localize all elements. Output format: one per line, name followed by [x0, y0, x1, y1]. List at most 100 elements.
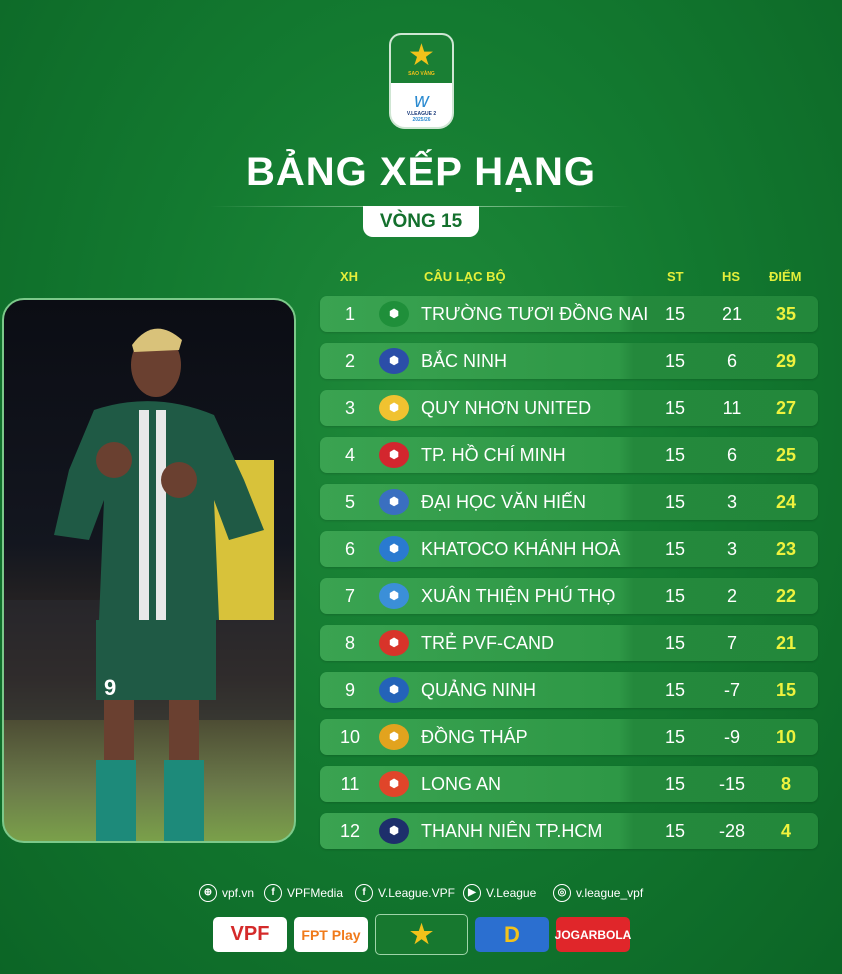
- page-title: BẢNG XẾP HẠNG: [245, 150, 597, 194]
- social-link[interactable]: f V.League.VPF: [355, 884, 455, 902]
- col-pos: XH: [340, 269, 359, 284]
- table-row: 11 ⬢ LONG AN 15 -15 8: [320, 766, 818, 802]
- social-label: vpf.vn: [222, 886, 255, 900]
- social-link[interactable]: f VPFMedia: [264, 884, 343, 902]
- club-name: TRẺ PVF-CAND: [421, 633, 555, 653]
- sponsor-logo: FPT Play: [294, 917, 368, 952]
- social-link[interactable]: ◎ v.league_vpf: [553, 884, 643, 902]
- club-name: KHATOCO KHÁNH HOÀ: [421, 539, 621, 559]
- star-icon: ★: [408, 38, 435, 72]
- club-crest-icon: ⬢: [379, 818, 409, 844]
- goal-difference: -9: [723, 727, 740, 747]
- goal-difference: 6: [726, 351, 737, 371]
- player-photo: 9: [2, 298, 296, 843]
- points: 10: [775, 727, 797, 747]
- goal-difference: -7: [723, 680, 740, 700]
- row-position: 11: [340, 774, 360, 794]
- col-club: CÂU LẠC BỘ: [424, 269, 506, 284]
- points: 4: [780, 821, 791, 841]
- played: 15: [664, 398, 686, 418]
- sponsor-logo: ★: [375, 914, 468, 955]
- sponsor-name: ★: [409, 919, 434, 949]
- club-crest-icon: ⬢: [379, 536, 409, 562]
- club-crest-icon: ⬢: [379, 630, 409, 656]
- row-position: 4: [344, 445, 355, 465]
- table-row: 8 ⬢ TRẺ PVF-CAND 15 7 21: [320, 625, 818, 661]
- facebook-icon: f: [264, 884, 282, 902]
- points: 35: [775, 304, 797, 324]
- points: 29: [775, 351, 797, 371]
- goal-difference: 3: [726, 539, 737, 559]
- club-name: XUÂN THIỆN PHÚ THỌ: [421, 586, 616, 606]
- points: 24: [775, 492, 797, 512]
- club-crest-icon: ⬢: [379, 395, 409, 421]
- sponsor-name: JOGARBOLA: [554, 927, 632, 942]
- sponsor-name: FPT Play: [301, 926, 361, 943]
- points: 22: [775, 586, 797, 606]
- club-name: THANH NIÊN TP.HCM: [421, 821, 603, 841]
- club-name: LONG AN: [421, 774, 502, 794]
- social-label: V.League: [486, 886, 537, 900]
- row-position: 6: [344, 539, 355, 559]
- row-position: 9: [344, 680, 355, 700]
- goal-difference: 3: [726, 492, 737, 512]
- club-crest-icon: ⬢: [379, 301, 409, 327]
- goal-difference: 6: [726, 445, 737, 465]
- sponsor-name: D: [504, 921, 520, 947]
- col-played: ST: [667, 269, 684, 284]
- sponsor-logo: VPF: [213, 917, 287, 952]
- goal-difference: -15: [718, 774, 745, 794]
- played: 15: [664, 351, 686, 371]
- vleague-icon: w: [414, 89, 429, 112]
- social-label: v.league_vpf: [576, 886, 644, 900]
- sponsor-logo: D: [475, 917, 549, 952]
- league-logo: ★ SAO VÀNG w V.LEAGUE 2 2025/26: [389, 33, 454, 129]
- row-position: 1: [344, 304, 355, 324]
- goal-difference: 21: [721, 304, 743, 324]
- table-row: 2 ⬢ BẮC NINH 15 6 29: [320, 343, 818, 379]
- table-row: 10 ⬢ ĐỒNG THÁP 15 -9 10: [320, 719, 818, 755]
- points: 21: [775, 633, 797, 653]
- club-name: ĐỒNG THÁP: [421, 727, 528, 747]
- played: 15: [664, 680, 686, 700]
- row-position: 10: [339, 727, 361, 747]
- col-points: ĐIỂM: [769, 269, 802, 284]
- globe-icon: ⊕: [199, 884, 217, 902]
- social-link[interactable]: ⊕ vpf.vn: [199, 884, 254, 902]
- played: 15: [664, 633, 686, 653]
- played: 15: [664, 774, 686, 794]
- row-position: 8: [344, 633, 355, 653]
- goal-difference: -28: [718, 821, 745, 841]
- club-name: QUY NHƠN UNITED: [421, 398, 592, 418]
- table-row: 9 ⬢ QUẢNG NINH 15 -7 15: [320, 672, 818, 708]
- facebook-icon: f: [355, 884, 373, 902]
- goal-difference: 7: [726, 633, 737, 653]
- row-position: 2: [344, 351, 355, 371]
- row-position: 5: [344, 492, 355, 512]
- played: 15: [664, 304, 686, 324]
- club-crest-icon: ⬢: [379, 771, 409, 797]
- goal-difference: 2: [726, 586, 737, 606]
- sponsor-logo: JOGARBOLA: [554, 917, 632, 952]
- points: 23: [775, 539, 797, 559]
- played: 15: [664, 586, 686, 606]
- club-crest-icon: ⬢: [379, 724, 409, 750]
- played: 15: [664, 727, 686, 747]
- row-position: 3: [344, 398, 355, 418]
- goal-difference: 11: [722, 398, 742, 418]
- table-row: 7 ⬢ XUÂN THIỆN PHÚ THỌ 15 2 22: [320, 578, 818, 614]
- club-crest-icon: ⬢: [379, 677, 409, 703]
- played: 15: [664, 492, 686, 512]
- club-name: ĐẠI HỌC VĂN HIẾN: [421, 492, 587, 512]
- row-position: 7: [344, 586, 355, 606]
- club-crest-icon: ⬢: [379, 348, 409, 374]
- table-row: 12 ⬢ THANH NIÊN TP.HCM 15 -28 4: [320, 813, 818, 849]
- club-name: TRƯỜNG TƯƠI ĐỒNG NAI: [421, 304, 649, 324]
- round-badge: VÒNG 15: [363, 206, 479, 237]
- social-link[interactable]: ▶ V.League: [463, 884, 536, 902]
- table-row: 3 ⬢ QUY NHƠN UNITED 15 11 27: [320, 390, 818, 426]
- played: 15: [664, 445, 686, 465]
- club-name: TP. HỒ CHÍ MINH: [421, 445, 566, 465]
- table-row: 4 ⬢ TP. HỒ CHÍ MINH 15 6 25: [320, 437, 818, 473]
- points: 27: [775, 398, 797, 418]
